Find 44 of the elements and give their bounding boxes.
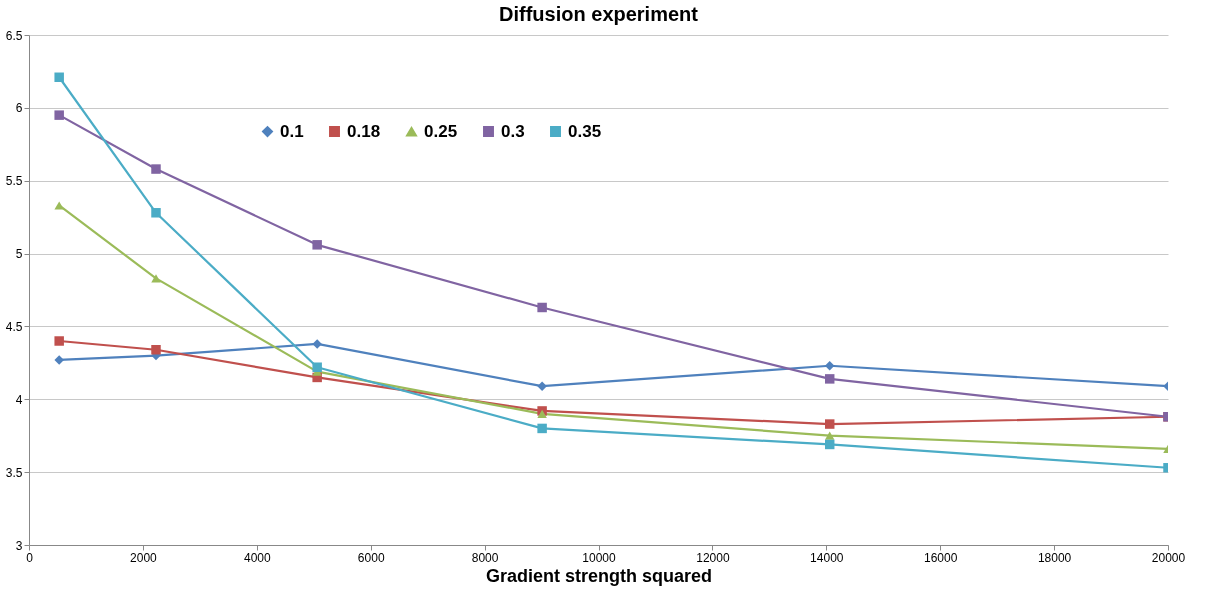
chart-title: Diffusion experiment xyxy=(499,3,699,25)
point xyxy=(312,240,322,250)
x-axis-title: Gradient strength squared xyxy=(485,565,713,586)
point xyxy=(312,339,322,349)
point xyxy=(537,302,547,313)
point xyxy=(537,381,547,391)
x-tick-label: 6000 xyxy=(357,550,385,565)
x-tick-label: 16000 xyxy=(924,550,958,565)
x-tick-label: 10000 xyxy=(582,550,617,565)
point xyxy=(824,439,835,450)
x-tick-label: 2000 xyxy=(130,550,158,565)
point xyxy=(151,345,161,355)
point xyxy=(312,362,322,372)
y-tick-label: 6 xyxy=(15,101,23,116)
legend-label: 0.35 xyxy=(568,121,602,141)
y-tick-label: 3.5 xyxy=(5,465,23,480)
point xyxy=(537,423,547,434)
x-tick-label: 12000 xyxy=(696,550,730,565)
point xyxy=(151,208,161,218)
point xyxy=(54,110,64,120)
y-tick-label: 5.5 xyxy=(5,174,23,189)
legend-label: 0.1 xyxy=(280,121,304,141)
y-tick-label: 5 xyxy=(15,247,23,262)
x-tick-label: 18000 xyxy=(1037,550,1072,565)
point xyxy=(54,201,64,210)
y-tick-label: 6.5 xyxy=(5,28,23,43)
x-tick-label: 0 xyxy=(26,550,34,565)
legend-label: 0.3 xyxy=(501,121,525,141)
x-tick-label: 20000 xyxy=(1151,550,1186,565)
point xyxy=(54,336,64,346)
point xyxy=(824,374,835,384)
point xyxy=(54,72,64,82)
y-tick-label: 4 xyxy=(15,392,23,407)
y-tick-label: 4.5 xyxy=(5,319,23,334)
legend-label: 0.25 xyxy=(424,121,458,141)
point xyxy=(824,431,835,440)
x-tick-label: 14000 xyxy=(810,550,844,565)
point xyxy=(824,361,835,371)
x-tick-label: 4000 xyxy=(243,550,271,565)
point xyxy=(824,419,835,429)
point xyxy=(151,164,161,174)
legend-label: 0.18 xyxy=(347,121,381,141)
x-tick-label: 8000 xyxy=(471,550,499,565)
y-tick-label: 3 xyxy=(15,538,23,553)
